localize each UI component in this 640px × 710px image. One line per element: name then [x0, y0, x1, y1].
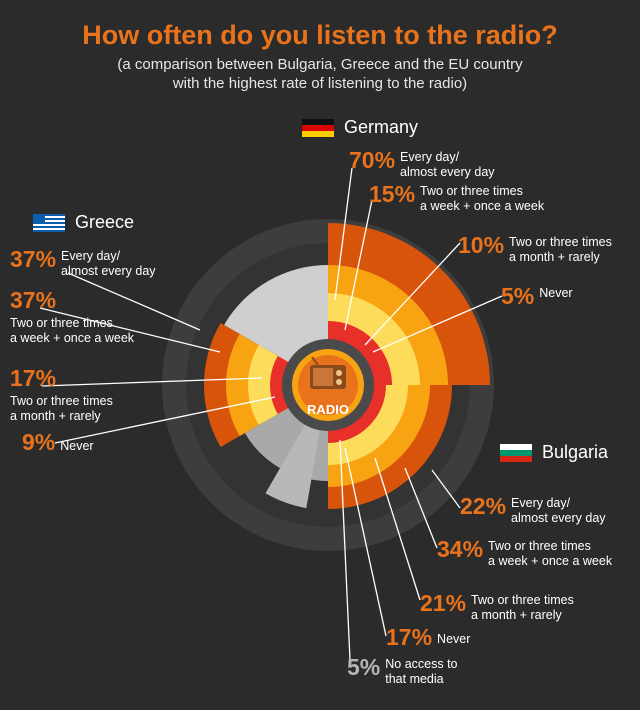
country-greece: Greece — [33, 212, 134, 233]
leader-line — [54, 396, 276, 444]
data-label-text: Never — [437, 632, 471, 646]
data-label-pct: 17% — [10, 365, 57, 391]
data-label-pct: 15% — [369, 181, 416, 207]
radio-antenna-icon — [311, 356, 319, 366]
radio-knob-icon — [336, 379, 342, 385]
data-label-text: Two or three times a month + rarely — [471, 593, 574, 622]
bulgaria-label-no-access: 5% No access to that media — [347, 655, 458, 687]
country-germany: Germany — [302, 117, 418, 138]
data-label-pct: 5% — [347, 654, 381, 680]
data-label-pct: 37% — [10, 287, 57, 313]
data-label-pct: 5% — [501, 283, 535, 309]
data-label-text: Every day/almost every day — [511, 496, 606, 525]
data-label-text: Never — [60, 439, 94, 453]
greece-label-never: 9% Never — [22, 430, 94, 454]
data-label-text: Two or three times a week + once a week — [488, 539, 613, 568]
chart-title: How often do you listen to the radio? — [82, 20, 558, 50]
data-label-text: Every day/almost every day — [400, 150, 495, 179]
country-bulgaria: Bulgaria — [500, 442, 608, 463]
leader-line — [339, 439, 351, 661]
subtitle-line-1: (a comparison between Bulgaria, Greece a… — [117, 56, 523, 73]
data-label-text: Every day/almost every day — [61, 249, 156, 278]
data-label-pct: 21% — [420, 590, 467, 616]
leader-line — [39, 307, 221, 353]
data-label-text: Never — [539, 286, 573, 300]
data-label-pct: 10% — [458, 232, 505, 258]
greece-label-daily: 37% Every day/almost every day — [10, 247, 156, 279]
germany-label-monthly: 10% Two or three times a month + rarely — [458, 233, 612, 265]
chart-subtitle: (a comparison between Bulgaria, Greece a… — [0, 55, 640, 93]
leader-line — [344, 447, 387, 637]
leader-line — [404, 467, 438, 549]
leader-line — [372, 295, 503, 353]
data-label-text: Two or three times a week + once a week — [10, 316, 135, 345]
leader-line — [374, 457, 421, 601]
data-label-pct: 70% — [349, 147, 396, 173]
germany-label-never: 5% Never — [501, 284, 573, 308]
bulgaria-label-monthly: 21% Two or three times a month + rarely — [420, 591, 574, 623]
germany-label-weekly: 15% Two or three times a week + once a we… — [369, 182, 544, 214]
country-name-bulgaria: Bulgaria — [542, 442, 609, 462]
leader-line — [344, 199, 373, 331]
greece-label-weekly: 37% Two or three times a week + once a we… — [10, 288, 134, 346]
leader-line — [364, 242, 461, 346]
data-label-pct: 17% — [386, 624, 433, 650]
data-label-pct: 37% — [10, 246, 57, 272]
data-label-text: No access to that media — [385, 657, 458, 686]
subtitle-line-2: with the highest rate of listening to th… — [172, 75, 468, 92]
data-label-text: Two or three times a month + rarely — [10, 394, 113, 423]
center-radio-label: RADIO — [307, 402, 349, 417]
greece-flag-icon — [33, 213, 65, 232]
data-label-text: Two or three times a week + once a week — [420, 184, 545, 213]
leader-line — [334, 167, 353, 301]
germany-flag-icon — [302, 118, 334, 137]
country-name-greece: Greece — [75, 212, 135, 232]
bulgaria-label-weekly: 34% Two or three times a week + once a we… — [437, 537, 612, 569]
germany-label-daily: 70% Every day/almost every day — [349, 148, 495, 180]
leader-line — [41, 377, 263, 387]
bulgaria-flag-icon — [500, 443, 532, 462]
leader-line — [431, 469, 461, 509]
bulgaria-label-daily: 22% Every day/almost every day — [460, 494, 606, 526]
data-label-pct: 34% — [437, 536, 484, 562]
greece-label-monthly: 17% Two or three times a month + rarely — [10, 366, 113, 424]
radio-speaker-icon — [313, 368, 333, 386]
radio-knob-icon — [336, 370, 342, 376]
data-label-pct: 9% — [22, 429, 56, 455]
data-label-text: Two or three times a month + rarely — [509, 235, 612, 264]
leader-line — [67, 272, 201, 331]
data-label-pct: 22% — [460, 493, 507, 519]
country-name-germany: Germany — [344, 117, 419, 137]
bulgaria-label-never: 17% Never — [386, 625, 470, 649]
